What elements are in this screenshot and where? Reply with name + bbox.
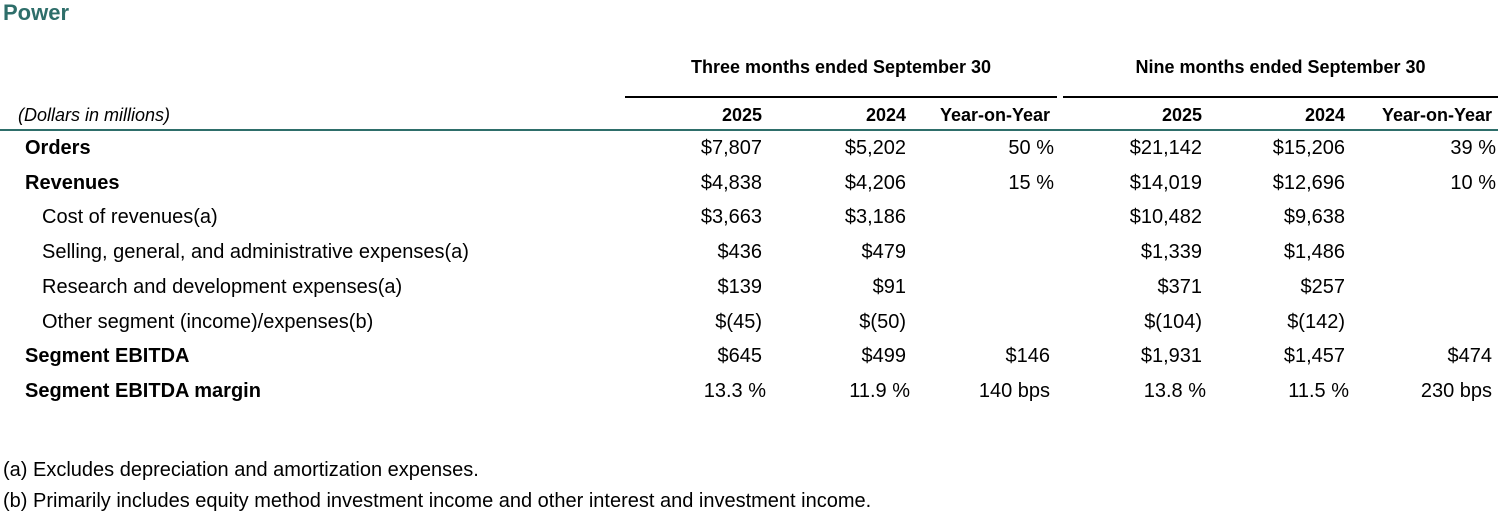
cell: 140 bps <box>978 379 1050 402</box>
cell: $21,142 <box>1129 137 1202 159</box>
cell: 50 % <box>1008 137 1054 159</box>
cell: 13.3 % <box>703 379 766 402</box>
group-header: Three months ended September 30 <box>690 57 992 77</box>
cell: $15,206 <box>1272 137 1345 159</box>
cell: 15 % <box>1008 171 1054 194</box>
cell: $9,638 <box>1283 206 1345 229</box>
cell: $(50) <box>859 310 906 333</box>
cell: $5,202 <box>844 137 906 159</box>
cell: $12,696 <box>1272 171 1345 194</box>
cell: $645 <box>717 345 763 368</box>
row-label: Research and development expenses(a) <box>42 275 403 298</box>
group-header: Nine months ended September 30 <box>1135 57 1426 77</box>
cell: 39 % <box>1450 137 1496 159</box>
cell: $436 <box>717 241 763 264</box>
cell: $3,186 <box>844 206 906 229</box>
column-header: 2025 <box>721 105 762 125</box>
group-rule <box>1063 96 1498 98</box>
cell: $(104) <box>1144 310 1202 333</box>
header-rule <box>0 129 1498 131</box>
row-label: Selling, general, and administrative exp… <box>42 241 469 264</box>
row-label: Segment EBITDA margin <box>25 379 261 402</box>
cell: $146 <box>1005 345 1051 368</box>
cell: $1,931 <box>1140 345 1202 368</box>
row-label: Segment EBITDA <box>25 345 190 368</box>
cell: $7,807 <box>700 137 762 159</box>
cell: $1,339 <box>1140 241 1202 264</box>
cell: $4,206 <box>844 171 906 194</box>
cell: $1,457 <box>1283 345 1345 368</box>
row-label: Revenues <box>25 171 120 194</box>
group-rule <box>625 96 1057 98</box>
cell: $257 <box>1300 275 1346 298</box>
cell: $(45) <box>715 310 762 333</box>
column-header: 2024 <box>1304 105 1345 125</box>
column-header: Year-on-Year <box>939 105 1050 125</box>
cell: $91 <box>872 275 906 298</box>
title: Power <box>3 0 70 25</box>
column-header: Year-on-Year <box>1381 105 1492 125</box>
cell: 11.5 % <box>1288 379 1349 402</box>
column-header: 2024 <box>865 105 906 125</box>
cell: $10,482 <box>1129 206 1202 229</box>
row-label: Other segment (income)/expenses(b) <box>42 310 374 333</box>
cell: $139 <box>717 275 763 298</box>
cell: $3,663 <box>700 206 762 229</box>
cell: $474 <box>1447 345 1493 368</box>
cell: $4,838 <box>700 171 762 194</box>
cell: 230 bps <box>1420 379 1492 402</box>
row-label: Cost of revenues(a) <box>42 206 218 229</box>
cell: $479 <box>861 241 907 264</box>
footnote: (a) Excludes depreciation and amortizati… <box>3 459 479 481</box>
cell: 10 % <box>1450 171 1496 194</box>
column-header: 2025 <box>1161 105 1202 125</box>
row-label: Orders <box>25 137 91 159</box>
cell: $1,486 <box>1283 241 1345 264</box>
footnote: (b) Primarily includes equity method inv… <box>3 490 872 512</box>
cell: $499 <box>861 345 907 368</box>
unit-label: (Dollars in millions) <box>18 105 171 125</box>
cell: 11.9 % <box>849 379 910 402</box>
cell: $14,019 <box>1129 171 1202 194</box>
cell: $(142) <box>1287 310 1345 333</box>
cell: 13.8 % <box>1143 379 1206 402</box>
cell: $371 <box>1157 275 1203 298</box>
